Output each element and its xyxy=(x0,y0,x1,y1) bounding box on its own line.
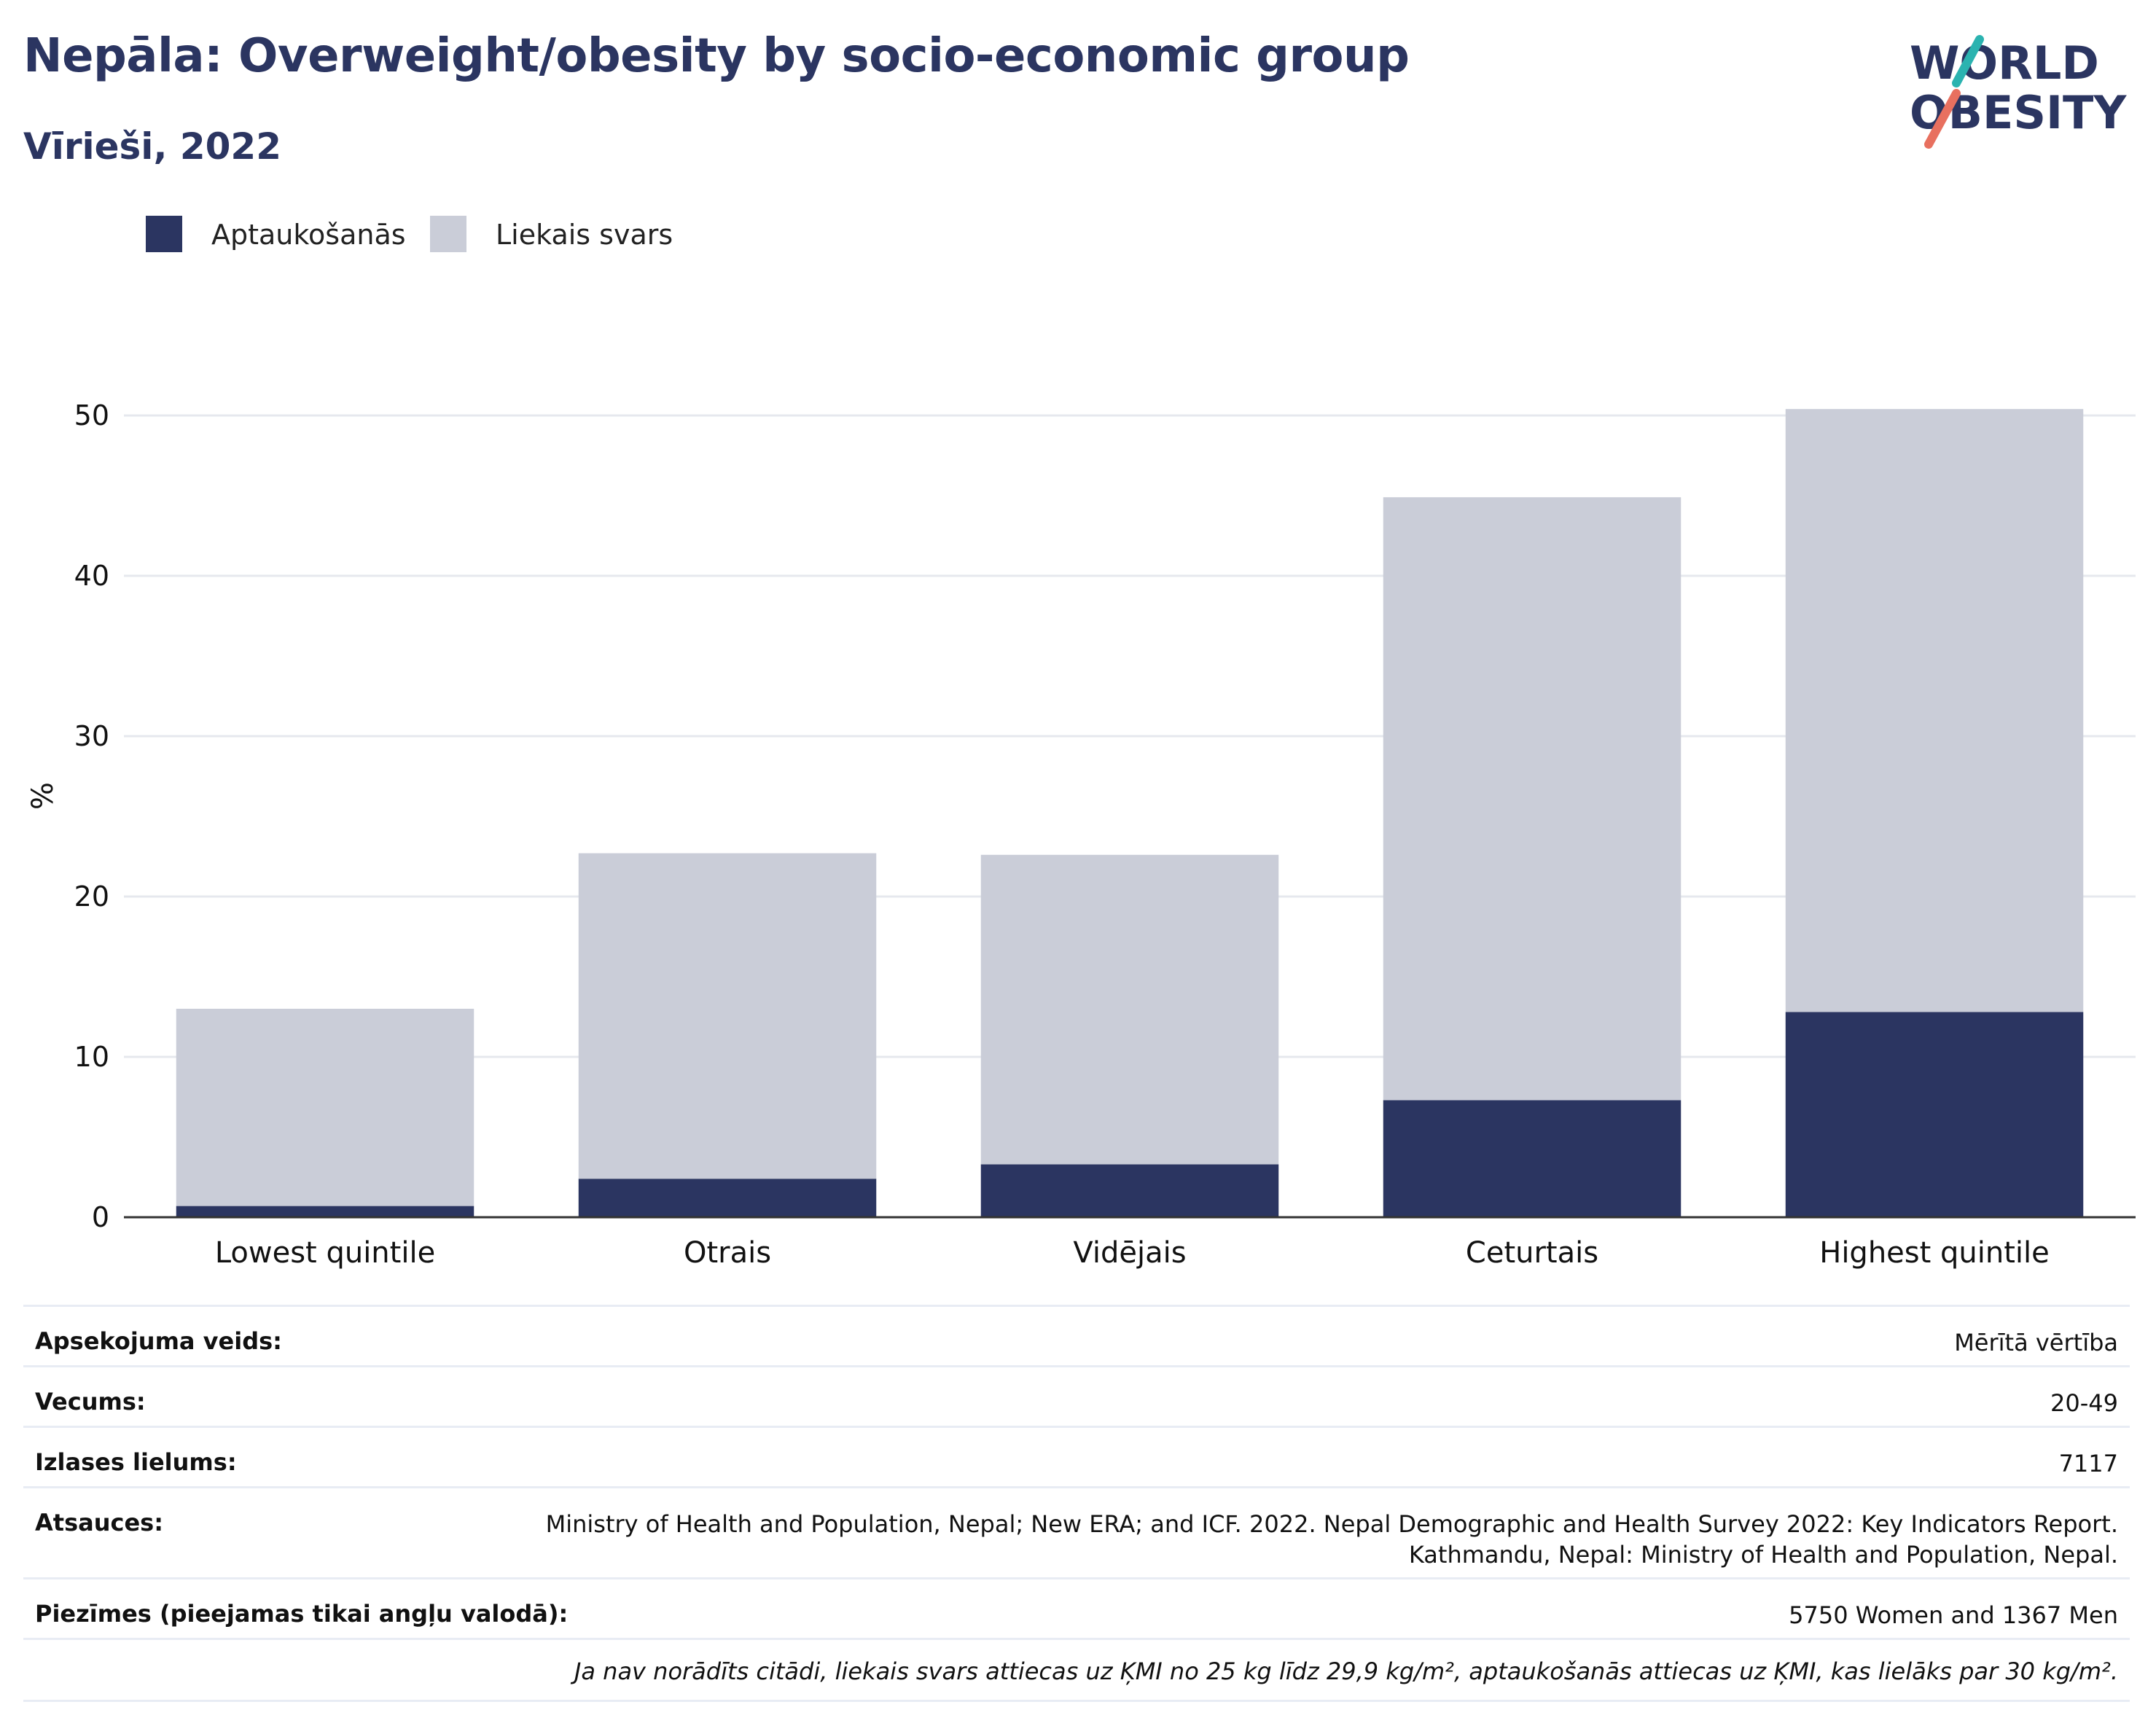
bar-obesity-2 xyxy=(980,1164,1279,1217)
references-value: Ministry of Health and Population, Nepal… xyxy=(546,1509,2118,1570)
meta-row-references: Atsauces: Ministry of Health and Populat… xyxy=(23,1486,2130,1577)
meta-row-age: Vecums: 20-49 xyxy=(23,1365,2130,1426)
chart-title: Nepāla: Overweight/obesity by socio-econ… xyxy=(23,29,1410,83)
bar-obesity-1 xyxy=(578,1179,877,1217)
meta-row-notes: Piezīmes (pieejamas tikai angļu valodā):… xyxy=(23,1577,2130,1638)
bar-obesity-3 xyxy=(1383,1100,1682,1217)
world-obesity-logo: WORLD OBESITY xyxy=(1910,35,2127,149)
bar-obesity-0 xyxy=(176,1206,474,1217)
age-value: 20-49 xyxy=(2050,1389,2118,1417)
y-tick-label-0: 0 xyxy=(92,1201,109,1233)
bar-overweight-1 xyxy=(578,853,877,1179)
y-tick-label-10: 10 xyxy=(74,1041,109,1073)
references-line-2: Kathmandu, Nepal: Ministry of Health and… xyxy=(1408,1541,2118,1569)
legend-swatch-obesity xyxy=(146,216,182,252)
y-tick-label-40: 40 xyxy=(74,560,109,592)
sample-size-label: Izlases lielums: xyxy=(35,1448,237,1476)
legend-label-obesity: Aptaukošanās xyxy=(211,219,406,251)
legend-label-overweight: Liekais svars xyxy=(496,219,673,251)
x-category-label-4: Highest quintile xyxy=(1819,1236,2050,1270)
notes-label: Piezīmes (pieejamas tikai angļu valodā): xyxy=(35,1600,569,1628)
y-axis-title: % xyxy=(26,782,60,810)
references-label: Atsauces: xyxy=(35,1509,163,1536)
age-label: Vecums: xyxy=(35,1388,146,1415)
bar-chart: 0 10 20 30 40 50% Lowest quintile Otrais Vidējai… xyxy=(26,399,2136,1270)
bar-overweight-3 xyxy=(1383,497,1682,1101)
sample-size-value: 7117 xyxy=(2058,1450,2118,1477)
x-category-label-0: Lowest quintile xyxy=(215,1236,435,1270)
y-tick-label-30: 30 xyxy=(74,720,109,752)
bar-overweight-0 xyxy=(176,1009,474,1206)
legend-swatch-overweight xyxy=(430,216,466,252)
bar-overweight-4 xyxy=(1785,409,2084,1012)
meta-row-definition: Ja nav norādīts citādi, liekais svars at… xyxy=(23,1638,2130,1702)
chart-subtitle: Vīrieši, 2022 xyxy=(23,125,282,168)
survey-type-label: Apsekojuma veids: xyxy=(35,1327,282,1355)
x-category-label-2: Vidējais xyxy=(1073,1236,1186,1270)
notes-value: 5750 Women and 1367 Men xyxy=(1789,1601,2118,1629)
definition-note: Ja nav norādīts citādi, liekais svars at… xyxy=(574,1657,2118,1685)
y-tick-label-20: 20 xyxy=(74,880,109,913)
x-category-label-1: Otrais xyxy=(684,1236,771,1270)
bar-obesity-4 xyxy=(1785,1012,2084,1217)
y-tick-label-50: 50 xyxy=(74,399,109,431)
x-category-label-3: Ceturtais xyxy=(1466,1236,1598,1270)
metadata-table: Apsekojuma veids: Mērītā vērtība Vecums:… xyxy=(23,1305,2130,1702)
svg-text:WORLD: WORLD xyxy=(1910,36,2099,90)
meta-row-survey-type: Apsekojuma veids: Mērītā vērtība xyxy=(23,1305,2130,1365)
meta-row-sample-size: Izlases lielums: 7117 xyxy=(23,1426,2130,1486)
survey-type-value: Mērītā vērtība xyxy=(1954,1329,2118,1356)
references-line-1: Ministry of Health and Population, Nepal… xyxy=(545,1510,2118,1538)
bar-overweight-2 xyxy=(980,854,1279,1165)
